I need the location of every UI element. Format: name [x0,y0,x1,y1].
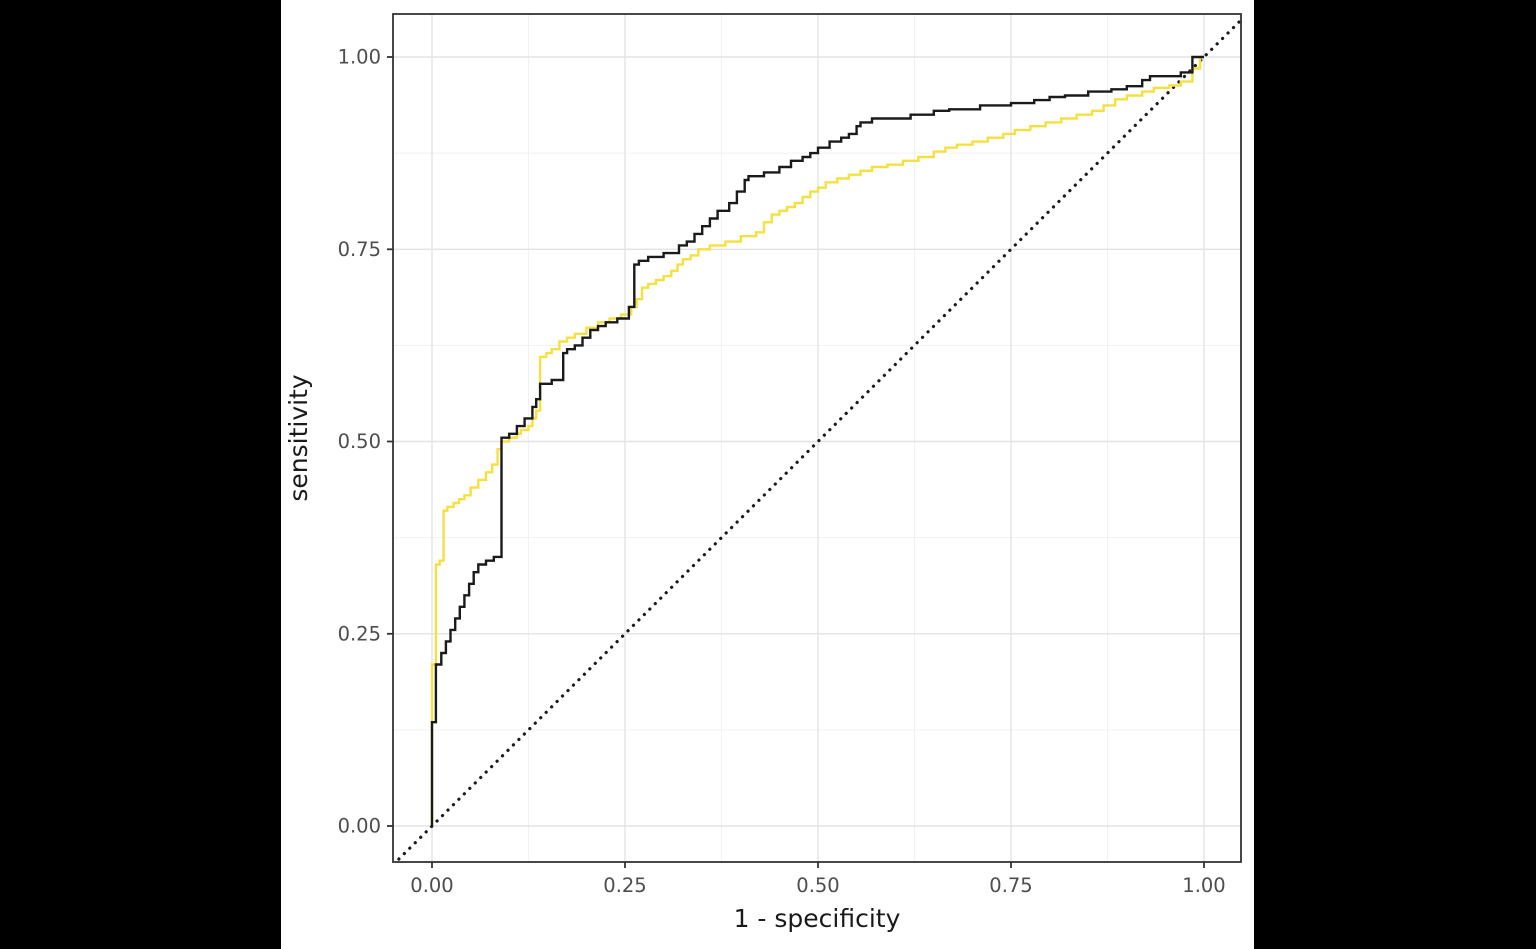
reference-diagonal-line [393,17,1241,862]
x-tick-label: 0.50 [796,874,839,897]
panel-border [392,13,1242,863]
x-tick-label: 0.25 [603,874,646,897]
y-axis-title: sensitivity [284,374,313,502]
x-axis-title: 1 - specificity [734,904,901,933]
roc-chart-svg: 0.00 0.25 0.50 0.75 1.00 0.00 0.25 0.50 0.75 1.00… [284,13,1242,933]
y-tick-label: 0.25 [338,622,381,645]
roc-figure: 0.00 0.25 0.50 0.75 1.00 0.00 0.25 0.50 0.75 1.00… [281,0,1254,949]
y-tick-label: 0.00 [338,815,381,838]
x-tick-label: 0.00 [410,874,453,897]
plot-panel [393,14,1241,862]
y-tick-label: 0.50 [338,430,381,453]
x-tick-label: 0.75 [989,874,1032,897]
roc-curve-black [430,55,1204,826]
y-tick-label: 0.75 [338,238,381,261]
y-tick-label: 1.00 [338,46,381,69]
roc-curve-yellow [430,55,1204,826]
x-tick-label: 1.00 [1182,874,1225,897]
